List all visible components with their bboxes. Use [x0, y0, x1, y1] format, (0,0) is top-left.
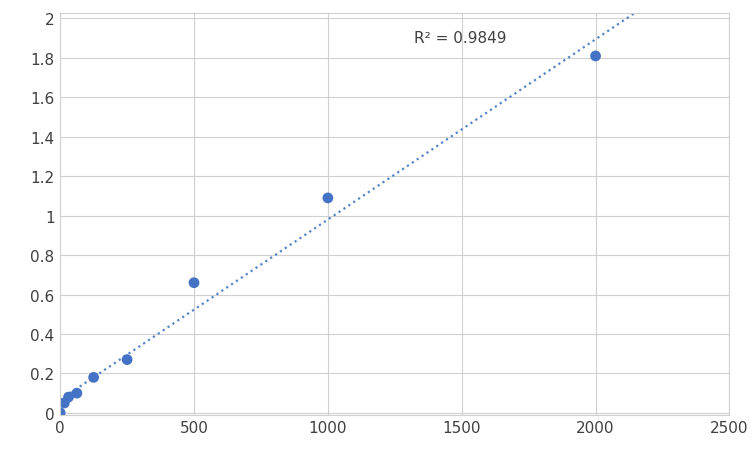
Point — [62, 394, 74, 401]
Point — [590, 53, 602, 60]
Point — [188, 280, 200, 287]
Text: R² = 0.9849: R² = 0.9849 — [414, 31, 506, 46]
Point — [59, 400, 71, 407]
Point — [71, 390, 83, 397]
Point — [322, 195, 334, 202]
Point — [54, 410, 66, 417]
Point — [87, 374, 99, 381]
Point — [121, 356, 133, 364]
